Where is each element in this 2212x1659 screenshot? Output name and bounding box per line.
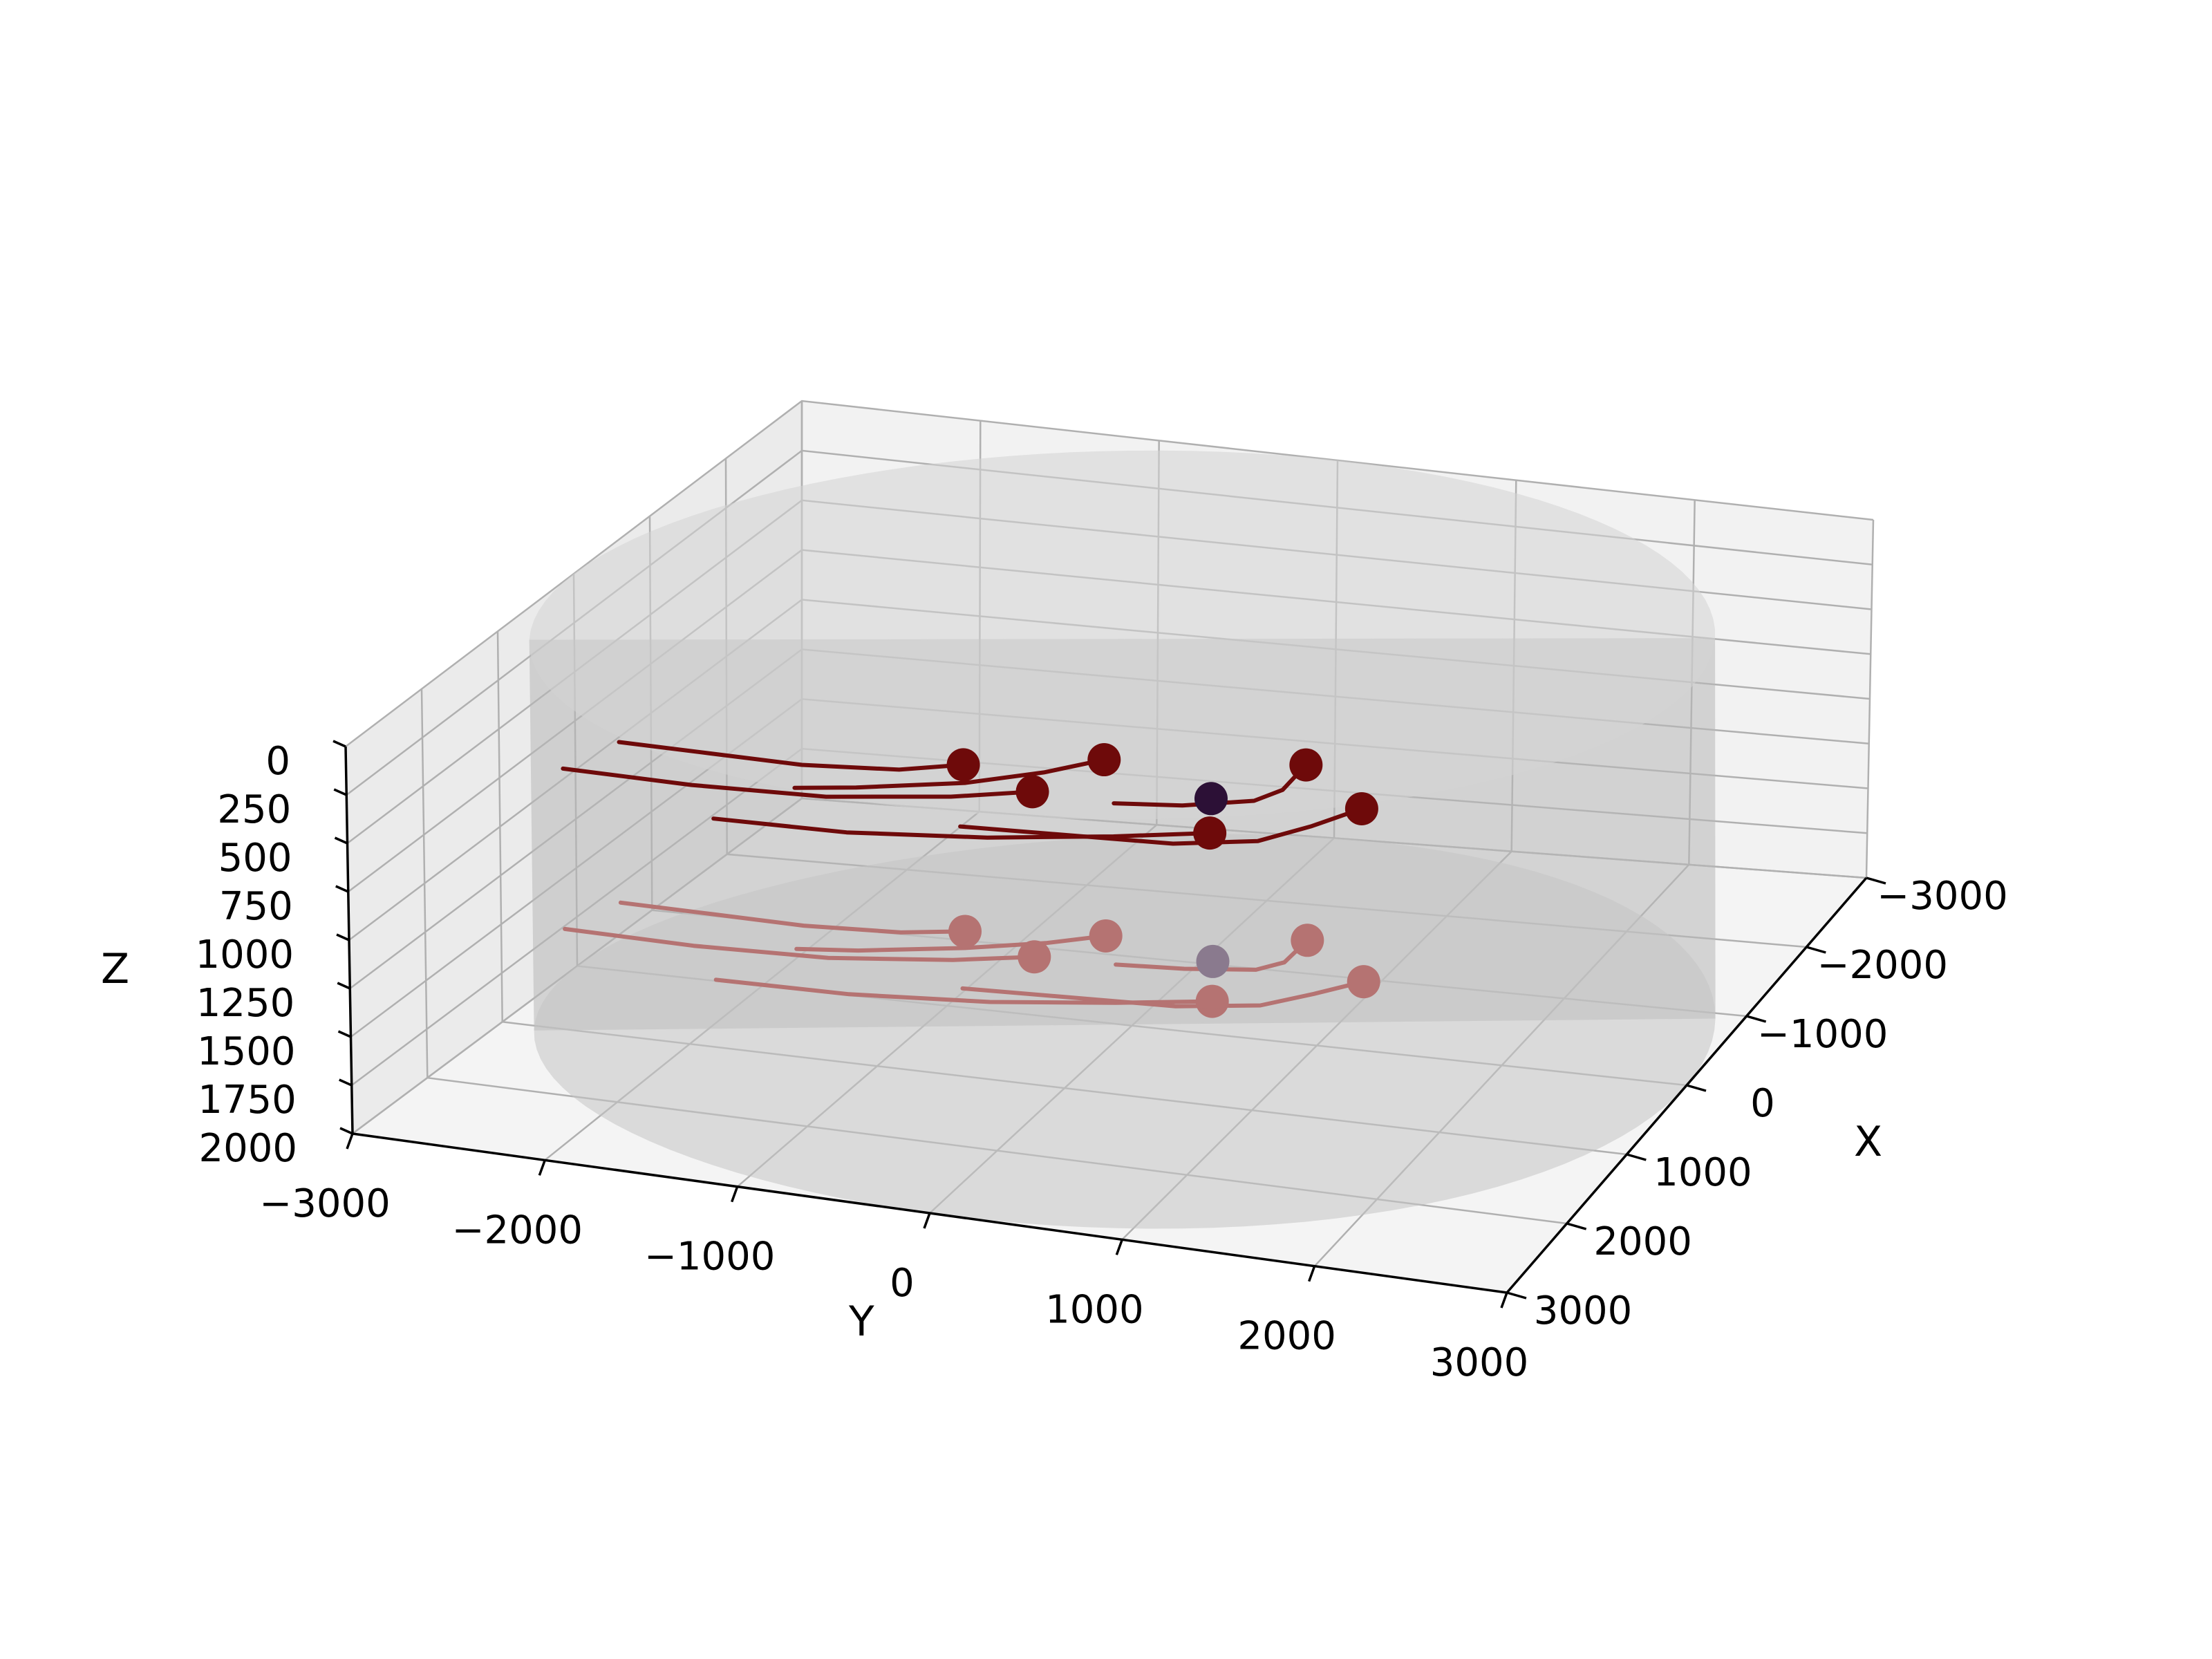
x-tick-label: 2000 xyxy=(1593,1219,1692,1264)
z-tick-mark xyxy=(332,740,346,748)
trajectory-6 xyxy=(958,806,1364,846)
z-tick-label: 250 xyxy=(217,787,291,832)
shadow-trajectory-3 xyxy=(563,926,1037,962)
y-tick-mark xyxy=(538,1159,546,1176)
x-axis-label: X xyxy=(1854,1118,1882,1166)
shadow-agent-marker-6 xyxy=(1347,965,1380,999)
shadow-trajectory-6 xyxy=(960,980,1366,1009)
y-tick-label: 1000 xyxy=(1045,1287,1144,1332)
trajectories xyxy=(561,740,1378,850)
z-tick-mark xyxy=(333,788,347,796)
shadow-agent-marker-5 xyxy=(1291,924,1324,957)
x-tick-label: 0 xyxy=(1750,1081,1775,1126)
z-tick-mark xyxy=(334,836,348,845)
agent-marker-1 xyxy=(1087,743,1121,777)
agent-marker-5 xyxy=(1289,748,1323,782)
z-axis-label: Z xyxy=(101,945,129,993)
highlight-agent xyxy=(1194,782,1228,816)
shadow-agent-marker-3 xyxy=(1018,940,1051,974)
y-tick-label: 3000 xyxy=(1430,1340,1529,1385)
trajectory-shadows xyxy=(563,900,1380,1018)
shadow-agent-marker-1 xyxy=(1089,919,1123,953)
x-tick-label: 1000 xyxy=(1653,1150,1752,1195)
z-tick-mark xyxy=(336,933,350,941)
x-tick-mark xyxy=(1806,946,1826,954)
y-tick-mark xyxy=(923,1212,931,1229)
y-tick-mark xyxy=(1500,1292,1508,1309)
trajectory-5 xyxy=(1112,762,1309,808)
x-tick-mark xyxy=(1506,1291,1527,1300)
x-tick-mark xyxy=(1746,1015,1767,1023)
x-tick-label: −3000 xyxy=(1877,874,2007,919)
z-tick-label: 1000 xyxy=(195,932,294,977)
z-tick-mark xyxy=(335,885,349,893)
x-tick-mark xyxy=(1566,1222,1587,1230)
z-tick-mark xyxy=(339,1127,353,1135)
cylinder-bottom xyxy=(534,834,1716,1229)
agent-marker-3 xyxy=(1015,775,1049,809)
y-tick-label: −3000 xyxy=(259,1181,390,1226)
shadow-agent-marker-2 xyxy=(948,915,982,948)
x-tick-mark xyxy=(1866,877,1886,885)
trajectory-4 xyxy=(711,816,1212,840)
cylinder-top xyxy=(529,450,1716,820)
shadow-trajectory-1 xyxy=(794,933,1108,953)
z-tick-mark xyxy=(337,982,350,990)
trajectory-3 xyxy=(561,766,1035,799)
y-tick-label: −1000 xyxy=(644,1235,775,1280)
y-tick-mark xyxy=(1308,1266,1316,1282)
z-tick-label: 500 xyxy=(218,836,292,881)
agent-marker-2 xyxy=(946,748,980,782)
z-tick-label: 1250 xyxy=(196,981,295,1026)
x-tick-label: −1000 xyxy=(1757,1012,1888,1057)
x-tick-mark xyxy=(1626,1153,1647,1161)
z-tick-label: 2000 xyxy=(198,1126,297,1171)
agent-marker-6 xyxy=(1344,791,1378,825)
z-tick-label: 0 xyxy=(265,739,290,784)
z-tick-label: 1750 xyxy=(198,1078,297,1123)
y-tick-label: 2000 xyxy=(1237,1314,1336,1359)
y-tick-label: −2000 xyxy=(452,1208,583,1253)
z-tick-label: 750 xyxy=(219,884,293,929)
y-tick-mark xyxy=(346,1133,354,1150)
shadow-trajectory-5 xyxy=(1114,938,1310,972)
z-tick-mark xyxy=(337,1030,352,1038)
y-tick-mark xyxy=(731,1186,739,1203)
x-tick-label: −2000 xyxy=(1817,943,1948,988)
y-tick-label: 0 xyxy=(890,1261,915,1306)
trajectory-1 xyxy=(792,758,1107,790)
y-axis-label: Y xyxy=(848,1297,874,1346)
grid-line-z xyxy=(345,400,1874,747)
z-tick-mark xyxy=(339,1078,353,1087)
shadow-agent-marker-4 xyxy=(1195,984,1229,1018)
shadow-trajectory-2 xyxy=(618,900,967,935)
tick-labels: −3000 −2000 −1000 0 1000 2000 3000 −3000 −2000 −1… xyxy=(195,739,2007,1385)
x-tick-label: 3000 xyxy=(1534,1288,1633,1333)
trajectory-2 xyxy=(617,740,966,772)
z-tick-label: 1500 xyxy=(197,1029,296,1074)
x-tick-mark xyxy=(1686,1084,1707,1092)
y-tick-mark xyxy=(1115,1239,1123,1255)
shadow-highlight-agent xyxy=(1196,944,1230,978)
